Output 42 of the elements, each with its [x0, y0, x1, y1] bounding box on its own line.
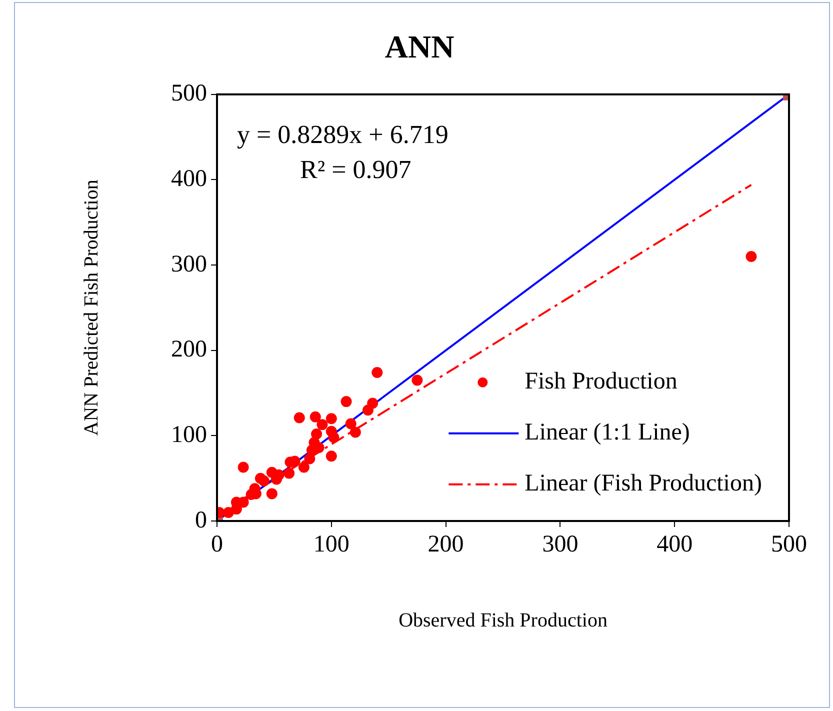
- x-tick-label: 500: [771, 532, 807, 558]
- point: [316, 419, 328, 430]
- point: [746, 251, 757, 262]
- point: [222, 506, 234, 518]
- point: [298, 462, 310, 473]
- y-tick-label: 300: [171, 251, 207, 278]
- y-tick-label: 400: [171, 166, 207, 192]
- point: [362, 404, 374, 416]
- point: [350, 426, 361, 438]
- x-tick-label: 300: [542, 532, 578, 558]
- y-tick-label: 100: [171, 422, 207, 448]
- point: [238, 462, 249, 473]
- point: [372, 367, 383, 378]
- point: [258, 475, 270, 486]
- legend-label: Linear (Fish Production): [524, 470, 762, 497]
- chart-title: ANN: [384, 28, 454, 64]
- point: [304, 453, 316, 464]
- annotation: R² = 0.907: [300, 155, 412, 184]
- y-axis-title: ANN Predicted Fish Production: [80, 180, 102, 436]
- point: [311, 428, 322, 440]
- x-tick-label: 200: [428, 532, 464, 558]
- x-tick-label: 400: [656, 532, 693, 558]
- x-tick-label: 100: [313, 532, 350, 558]
- y-tick-label: 500: [171, 80, 207, 107]
- point: [412, 374, 423, 386]
- point: [266, 488, 278, 500]
- point: [326, 450, 337, 462]
- y-tick-label: 200: [171, 336, 207, 363]
- point: [345, 418, 356, 430]
- x-tick-label: 0: [211, 532, 223, 558]
- legend-label: Linear (1:1 Line): [524, 420, 690, 446]
- point: [326, 413, 337, 424]
- point: [328, 432, 340, 443]
- x-axis-title: Observed Fish Production: [398, 609, 608, 632]
- point: [340, 396, 352, 408]
- annotation: y = 0.8289x + 6.719: [237, 120, 448, 150]
- y-tick-label: 0: [195, 507, 207, 534]
- point: [310, 411, 321, 422]
- point: [294, 412, 305, 424]
- legend-label: Fish Production: [524, 368, 678, 395]
- point: [284, 468, 295, 479]
- point: [306, 444, 318, 456]
